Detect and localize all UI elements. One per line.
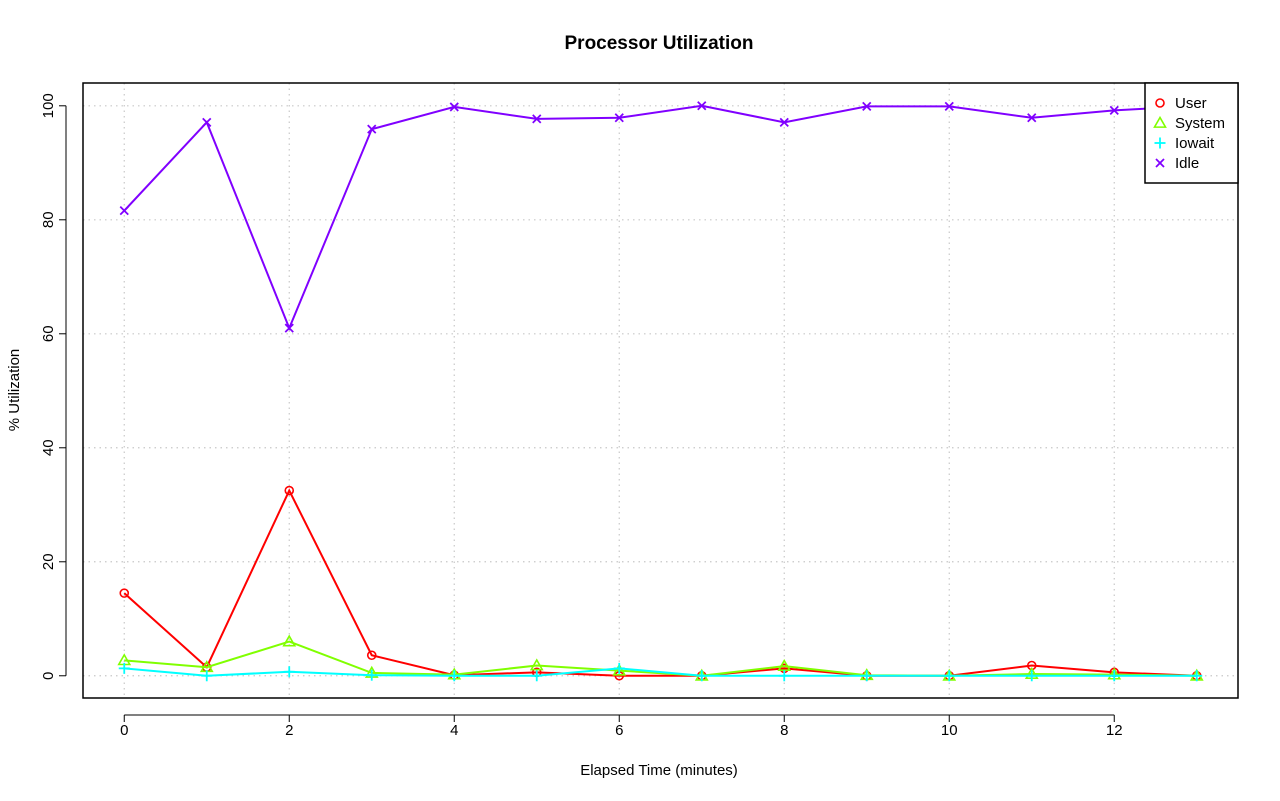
marker-shape	[614, 113, 624, 123]
legend-item-iowait: Iowait	[1154, 135, 1215, 152]
legend-label-iowait: Iowait	[1175, 135, 1215, 152]
data-point-iowait	[1191, 670, 1203, 682]
data-point-iowait	[283, 666, 295, 678]
data-point-idle	[779, 117, 789, 127]
series-idle	[119, 101, 1202, 333]
data-point-idle	[1027, 113, 1037, 123]
series-line-system	[124, 640, 1197, 677]
series-user	[119, 485, 1202, 681]
marker-shape	[1027, 113, 1037, 123]
data-point-idle	[944, 101, 954, 112]
data-point-iowait	[778, 670, 790, 682]
marker-shape	[284, 323, 294, 333]
marker-shape	[1153, 115, 1167, 128]
data-point-iowait	[613, 662, 625, 674]
data-point-system	[282, 634, 297, 647]
marker-shape	[119, 206, 129, 216]
data-point-iowait	[448, 670, 460, 682]
data-point-idle	[1109, 105, 1119, 115]
data-point-idle	[614, 113, 624, 123]
marker-shape	[449, 102, 459, 112]
data-point-system	[612, 663, 627, 676]
marker-shape	[284, 485, 295, 496]
x-tick-label: 2	[285, 722, 293, 739]
data-point-iowait	[118, 662, 130, 674]
marker-shape	[532, 114, 542, 124]
marker-shape	[119, 588, 130, 598]
data-point-idle	[697, 101, 707, 111]
marker-shape	[777, 658, 792, 672]
series-line-iowait	[124, 667, 1197, 677]
y-tick-label: 80	[40, 211, 57, 228]
marker-shape	[282, 634, 297, 647]
x-tick-label: 8	[780, 722, 788, 739]
data-series	[117, 101, 1204, 682]
data-point-iowait	[531, 670, 543, 682]
data-point-iowait	[201, 670, 213, 682]
x-tick-label: 0	[120, 722, 128, 739]
marker-shape	[612, 663, 627, 676]
data-point-idle	[119, 206, 129, 216]
series-line-idle	[123, 104, 1197, 331]
data-point-system	[777, 658, 792, 672]
legend-label-user: User	[1175, 95, 1207, 112]
legend-marker-iowait	[1154, 137, 1166, 149]
data-point-user	[284, 485, 295, 496]
series-iowait	[118, 662, 1203, 682]
data-point-idle	[284, 323, 294, 333]
data-point-user	[366, 650, 377, 661]
marker-shape	[1155, 158, 1165, 168]
legend-item-system: System	[1153, 115, 1225, 132]
legend-label-system: System	[1175, 115, 1225, 132]
y-tick-label: 100	[40, 93, 57, 118]
y-tick-label: 40	[40, 439, 57, 456]
data-point-idle	[532, 114, 542, 124]
data-point-iowait	[1026, 670, 1038, 682]
data-point-iowait	[943, 670, 955, 682]
marker-shape	[1155, 98, 1165, 108]
data-point-idle	[202, 117, 212, 127]
marker-shape	[697, 101, 707, 111]
marker-shape	[202, 117, 212, 127]
x-tick-label: 4	[450, 722, 458, 739]
data-point-idle	[862, 101, 872, 112]
series-line-user	[123, 488, 1197, 677]
marker-shape	[529, 658, 544, 671]
plot-frame	[82, 82, 1239, 699]
x-axis-label: Elapsed Time (minutes)	[580, 762, 738, 779]
legend-marker-user	[1155, 98, 1165, 108]
data-point-system	[529, 658, 544, 671]
x-tick-label: 6	[615, 722, 623, 739]
data-point-iowait	[861, 670, 873, 682]
y-tick-label: 0	[40, 672, 57, 680]
y-tick-label: 20	[40, 553, 57, 570]
y-axis-label: % Utilization	[6, 349, 23, 432]
x-tick-label: 10	[941, 722, 958, 739]
marker-shape	[944, 101, 954, 112]
legend-item-user: User	[1155, 95, 1207, 112]
legend-item-idle: Idle	[1155, 155, 1199, 172]
data-point-iowait	[366, 669, 378, 681]
marker-shape	[367, 124, 377, 134]
y-tick-label: 60	[40, 325, 57, 342]
marker-shape	[366, 650, 377, 661]
data-point-iowait	[1108, 670, 1120, 682]
marker-shape	[779, 117, 789, 127]
legend-label-idle: Idle	[1175, 155, 1199, 172]
grid	[83, 83, 1238, 698]
x-tick-label: 12	[1106, 722, 1123, 739]
legend-marker-idle	[1155, 158, 1165, 168]
data-point-idle	[367, 124, 377, 134]
marker-shape	[862, 101, 872, 112]
data-point-iowait	[696, 670, 708, 682]
axes: 0 2 4 6 8 10 12 0 20 40 60 80 100	[40, 93, 1123, 739]
chart-title: Processor Utilization	[565, 33, 754, 54]
legend: User System Iowait Idle	[1144, 82, 1239, 184]
data-point-user	[119, 588, 130, 598]
marker-shape	[1109, 105, 1119, 115]
legend-marker-system	[1153, 115, 1167, 128]
data-point-idle	[449, 102, 459, 112]
